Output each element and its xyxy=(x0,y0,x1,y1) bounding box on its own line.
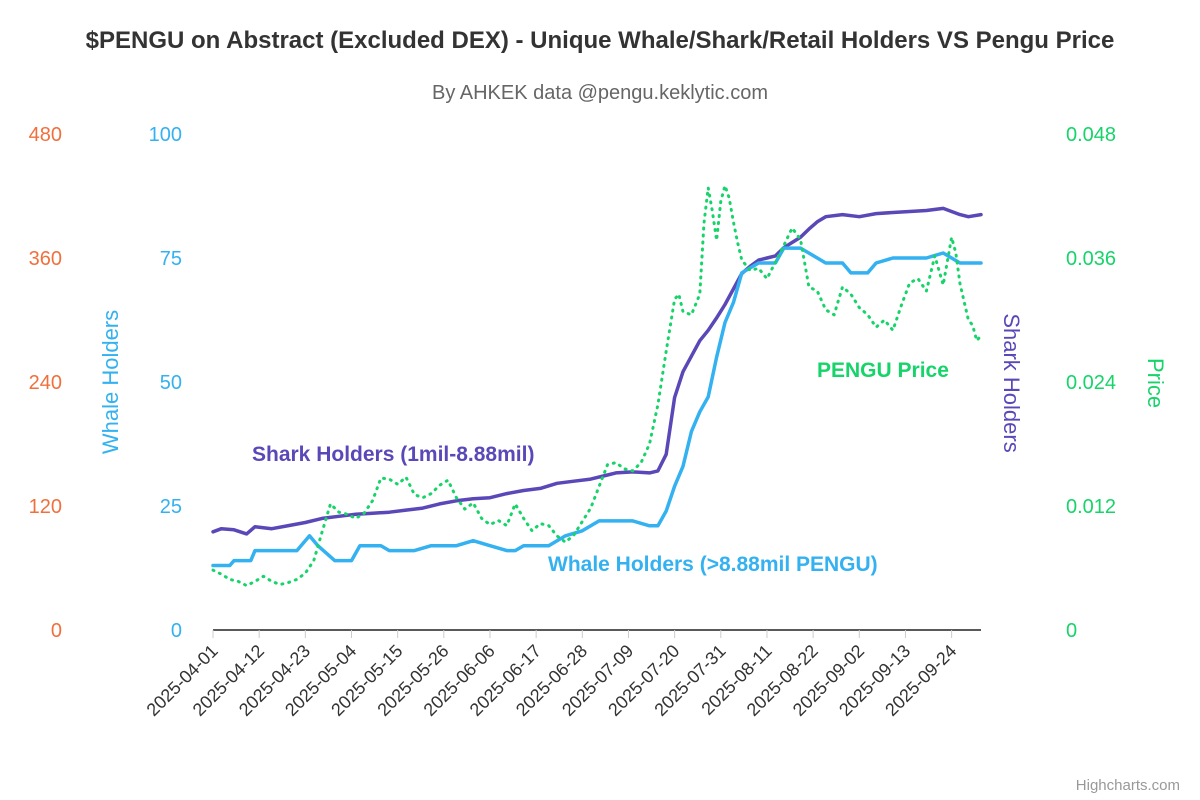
shark-axis-title: Shark Holders xyxy=(999,313,1024,452)
whale-axis-tick: 100 xyxy=(149,124,182,146)
price-series-line xyxy=(211,184,983,588)
price-axis-tick: 0 xyxy=(1066,620,1077,642)
chart-title: $PENGU on Abstract (Excluded DEX) - Uniq… xyxy=(86,27,1115,54)
price-axis-tick: 0.036 xyxy=(1066,248,1116,270)
shark-series-line xyxy=(211,206,983,536)
whale-axis-tick: 0 xyxy=(171,620,182,642)
whale-axis-tick: 50 xyxy=(160,372,182,394)
shark-axis-tick: 0 xyxy=(51,620,62,642)
shark-axis-tick: 480 xyxy=(29,124,62,146)
price-series-label: PENGU Price xyxy=(817,359,949,382)
whale-series-label: Whale Holders (>8.88mil PENGU) xyxy=(548,553,878,576)
whale-axis-tick: 25 xyxy=(160,496,182,518)
shark-axis-tick: 120 xyxy=(29,496,62,518)
price-axis-title: Price xyxy=(1143,358,1168,408)
shark-axis-tick: 240 xyxy=(29,372,62,394)
whale-axis-tick: 75 xyxy=(160,248,182,270)
shark-series-label: Shark Holders (1mil-8.88mil) xyxy=(252,443,534,466)
whale-axis-title: Whale Holders xyxy=(98,310,123,454)
chart-subtitle: By AHKEK data @pengu.keklytic.com xyxy=(432,82,768,104)
price-axis-tick: 0.024 xyxy=(1066,372,1116,394)
price-axis-tick: 0.048 xyxy=(1066,124,1116,146)
price-axis-tick: 0.012 xyxy=(1066,496,1116,518)
series-layer xyxy=(211,184,983,588)
whale-series-line xyxy=(211,246,983,568)
credits-text[interactable]: Highcharts.com xyxy=(1076,777,1180,794)
shark-axis-tick: 360 xyxy=(29,248,62,270)
